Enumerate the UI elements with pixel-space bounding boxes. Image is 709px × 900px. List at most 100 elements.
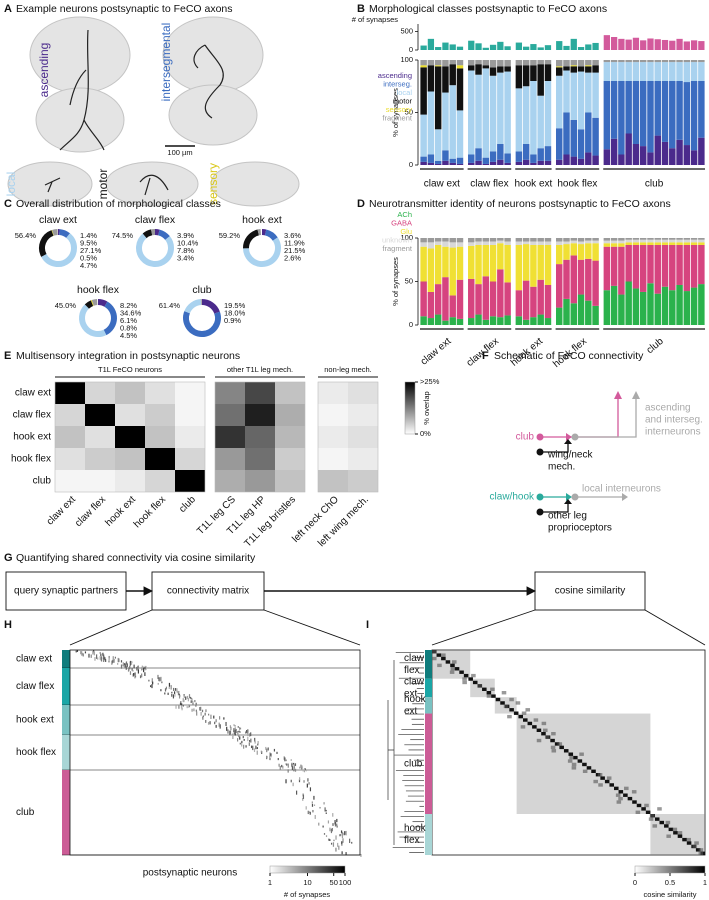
matrix-texture [285,759,287,762]
bar-segment [690,242,698,245]
matrix-texture [97,657,99,660]
bar-segment [544,238,552,242]
synapse-bar [610,37,618,50]
synapse-bar [603,35,610,50]
legend-entry: sensory [386,105,413,114]
matrix-texture [309,811,311,815]
bar-segment [585,112,592,153]
matrix-texture [188,705,191,707]
bar-segment [449,60,456,65]
panel-title: Quantifying shared connectivity via cosi… [16,552,256,564]
bar-segment [427,154,435,163]
matrix-texture [527,721,533,726]
bar-segment [603,60,611,63]
bar-segment [661,286,669,325]
matrix-texture [668,827,674,832]
top-tick-label: 0 [409,45,413,54]
matrix-texture [544,735,550,739]
matrix-texture [340,830,343,834]
matrix-texture [677,834,683,838]
legend-entry: interseg. [383,79,412,88]
matrix-texture [336,825,338,828]
bar-segment [456,238,464,243]
matrix-texture [127,668,130,672]
matrix-texture [157,674,159,680]
bar-segment [577,60,585,67]
matrix-texture [101,656,103,660]
matrix-texture [93,651,96,656]
matrix-texture [177,690,179,693]
matrix-texture [614,786,619,791]
bar-segment [555,241,563,245]
matrix-texture [285,779,287,784]
heatmap-cell [115,382,145,404]
scale-bar-label: 100 µm [167,148,192,157]
matrix-texture [227,729,229,734]
bar-segment [577,129,585,159]
bar-segment [610,138,618,165]
donut-label: 6.1% [120,316,137,325]
bar-segment [603,243,611,247]
matrix-texture [194,700,196,703]
bar-segment [504,153,511,163]
bar-segment [427,91,435,155]
matrix-texture [164,692,166,695]
matrix-texture [103,657,105,663]
bar-segment [555,307,563,325]
bar-segment [577,66,585,72]
bar-segment [442,246,449,278]
matrix-texture [191,698,193,703]
heatmap-cell [215,404,245,426]
bar-segment [639,146,647,165]
bar-segment [555,264,563,308]
bar-segment [537,244,544,280]
bar-segment [669,60,676,63]
row-group-bar [62,735,70,770]
matrix-texture [568,752,574,756]
heatmap-cell [215,426,245,448]
schematic-label: mech. [548,462,575,473]
bar-segment [647,283,654,325]
bar-segment [603,238,611,241]
matrix-texture [131,667,133,671]
matrix-texture [300,765,302,769]
row-group-bar [425,713,432,814]
bar-segment [427,65,435,92]
donut-segment [201,299,220,314]
bar-segment [683,82,691,146]
bar-segment [661,81,669,142]
bar-segment [434,160,442,164]
bar-segment [482,276,490,320]
donut-label: 8.2% [120,301,137,310]
colorbar-tick-label: 0% [420,429,431,438]
synapse-bar [563,45,570,50]
bar-segment [468,65,475,71]
bar-segment [563,241,570,245]
matrix-texture [130,661,133,665]
bar-segment [497,159,504,165]
matrix-texture [183,694,185,699]
bar-segment [544,60,552,65]
matrix-texture [441,656,446,661]
matrix-texture [454,667,460,671]
bar-segment [683,291,691,325]
matrix-texture [652,824,658,828]
heatmap-cell [215,448,245,470]
bar-segment [555,67,563,76]
matrix-texture [239,727,242,730]
bar-segment [669,244,676,291]
bar-segment [698,244,705,285]
synapse-bar [618,38,625,50]
matrix-texture [199,707,201,711]
heatmap-cell [318,426,348,448]
matrix-texture [250,738,252,743]
matrix-texture [500,701,505,705]
matrix-texture [324,807,326,812]
matrix-texture [266,748,268,753]
bar-segment [698,137,705,165]
matrix-texture [108,655,110,660]
bar-segment [632,288,640,325]
heatmap-cell [275,470,305,492]
matrix-texture [615,793,621,797]
matrix-texture [490,687,495,691]
